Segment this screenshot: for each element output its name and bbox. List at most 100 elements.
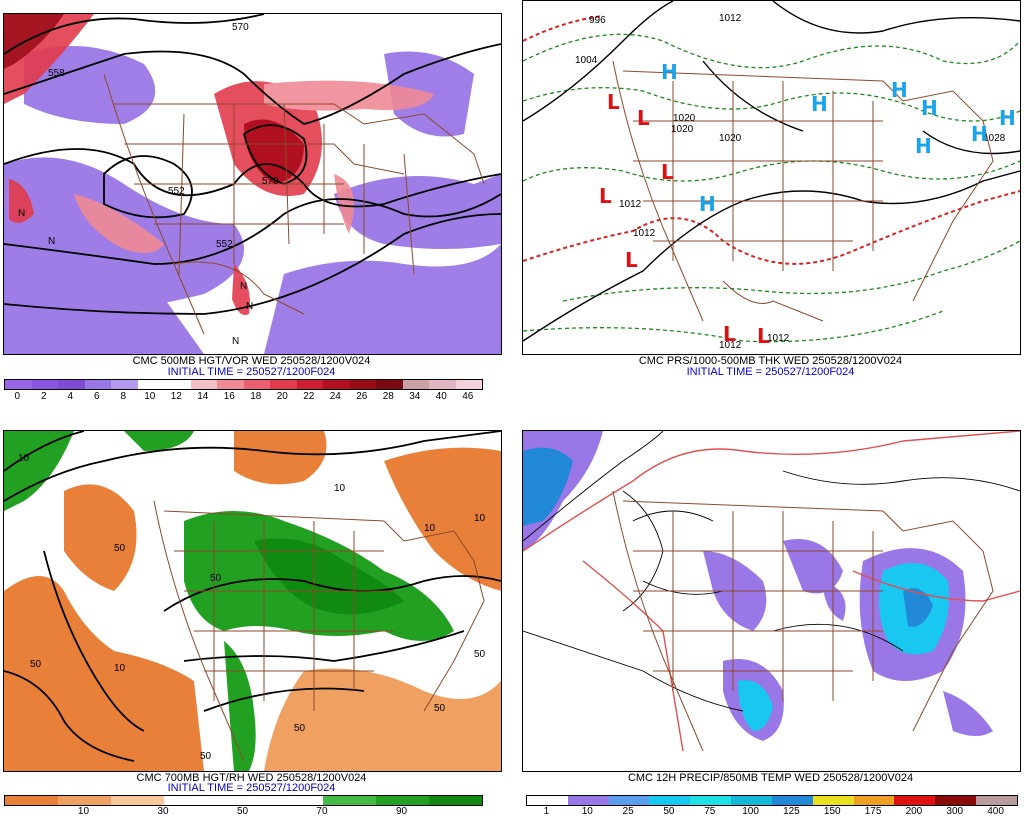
legend-swatch bbox=[84, 380, 111, 389]
legend-tick: 18 bbox=[250, 391, 262, 402]
svg-text:1028: 1028 bbox=[983, 133, 1006, 144]
legend-swatch bbox=[376, 796, 429, 805]
legend-swatch bbox=[58, 380, 85, 389]
precip-map bbox=[522, 430, 1021, 772]
rh-map: 10 50 50 10 50 10 50 10 50 50 50 10 bbox=[3, 430, 502, 772]
height-contours bbox=[4, 14, 501, 315]
svg-text:50: 50 bbox=[30, 659, 42, 670]
thickness-lines bbox=[523, 33, 1020, 343]
legend-tick: 300 bbox=[946, 806, 964, 817]
svg-text:1012: 1012 bbox=[719, 340, 742, 351]
legend-tick: 28 bbox=[382, 391, 394, 402]
legend-tick: 26 bbox=[356, 391, 368, 402]
high-pressure-marker: H bbox=[699, 192, 716, 216]
legend-swatch bbox=[190, 380, 217, 389]
rh-labels: 10 50 50 10 50 10 50 10 50 50 50 10 bbox=[18, 453, 486, 762]
legend-swatch bbox=[429, 380, 456, 389]
contour-labels: 570 558 552 552 570 bbox=[48, 22, 279, 250]
legend-tick: 70 bbox=[316, 806, 328, 817]
panel-init-time: INITIAL TIME = 250527/1200F024 bbox=[167, 782, 336, 794]
panel-init-time: INITIAL TIME = 250527/1200F024 bbox=[167, 366, 336, 378]
low-pressure-marker: L bbox=[637, 106, 650, 130]
svg-text:N: N bbox=[246, 301, 253, 312]
legend-swatch bbox=[976, 796, 1017, 805]
svg-text:1012: 1012 bbox=[619, 199, 642, 210]
low-pressure-marker: L bbox=[757, 324, 770, 348]
legend-tick: 40 bbox=[435, 391, 447, 402]
legend-tick: 150 bbox=[823, 806, 841, 817]
legend-tick: 0 bbox=[14, 391, 21, 402]
legend-swatch bbox=[935, 796, 977, 805]
legend-swatch bbox=[455, 380, 482, 389]
legend-tick: 6 bbox=[93, 391, 100, 402]
high-pressure-marker: H bbox=[661, 60, 678, 84]
map-boundaries bbox=[612, 60, 994, 322]
high-centers: H H H H H H H H bbox=[661, 60, 1016, 216]
low-pressure-marker: L bbox=[661, 160, 674, 184]
legend-swatch bbox=[812, 796, 854, 805]
legend-swatch bbox=[323, 796, 376, 805]
legend-ticks: 0 2 4 6 8 10 12 14 16 18 20 22 24 26 28 34 40 46 bbox=[4, 391, 481, 403]
high-pressure-marker: H bbox=[921, 96, 938, 120]
svg-text:50: 50 bbox=[200, 751, 212, 762]
color-legend bbox=[4, 795, 483, 806]
legend-swatch bbox=[608, 796, 650, 805]
legend-swatch bbox=[296, 380, 323, 389]
color-legend bbox=[4, 379, 483, 390]
legend-tick: 14 bbox=[197, 391, 209, 402]
panel-title: CMC PRS/1000-500MB THK WED 250528/1200V0… bbox=[638, 355, 903, 367]
contour-label: 552 bbox=[216, 239, 233, 250]
vorticity-markers: N N N N N bbox=[18, 208, 253, 347]
legend-tick: 4 bbox=[67, 391, 74, 402]
contour-label: 570 bbox=[232, 22, 249, 33]
legend-swatch bbox=[5, 796, 58, 805]
high-pressure-marker: H bbox=[811, 92, 828, 116]
low-pressure-marker: L bbox=[723, 322, 736, 346]
legend-swatch bbox=[111, 380, 138, 389]
svg-text:10: 10 bbox=[474, 513, 486, 524]
map-boundaries bbox=[612, 490, 994, 752]
svg-text:50: 50 bbox=[294, 723, 306, 734]
legend-tick: 2 bbox=[40, 391, 47, 402]
high-pressure-marker: H bbox=[915, 134, 932, 158]
legend-swatch bbox=[894, 796, 936, 805]
svg-text:50: 50 bbox=[474, 649, 486, 660]
legend-swatch bbox=[567, 796, 609, 805]
legend-tick: 125 bbox=[783, 806, 800, 817]
legend-tick: 90 bbox=[395, 806, 408, 817]
legend-swatch bbox=[527, 796, 568, 805]
low-pressure-marker: L bbox=[599, 184, 612, 208]
panel-init-time: INITIAL TIME = 250527/1200F024 bbox=[686, 366, 855, 378]
high-pressure-marker: H bbox=[891, 78, 908, 102]
svg-text:N: N bbox=[240, 281, 247, 292]
svg-text:10: 10 bbox=[334, 483, 346, 494]
legend-swatch bbox=[164, 796, 217, 805]
contour-label: 558 bbox=[48, 68, 65, 79]
legend-ticks: 1 10 25 50 75 100 125 150 175 200 300 400 bbox=[526, 806, 1016, 818]
isobar-labels: 996 1012 1004 1020 1020 1020 1012 1028 1… bbox=[575, 13, 1006, 351]
legend-tick: 10 bbox=[144, 391, 156, 402]
legend-tick: 30 bbox=[157, 806, 169, 817]
svg-text:1012: 1012 bbox=[633, 228, 656, 239]
legend-tick: 22 bbox=[303, 391, 315, 402]
legend-tick: 10 bbox=[77, 806, 90, 817]
svg-text:N: N bbox=[18, 208, 25, 219]
legend-swatch bbox=[731, 796, 772, 805]
vorticity-map: 570 558 552 552 570 N N N N N bbox=[3, 13, 502, 355]
svg-text:N: N bbox=[48, 236, 55, 247]
legend-tick: 16 bbox=[223, 391, 235, 402]
legend-tick: 34 bbox=[409, 391, 421, 402]
panel-title: CMC 500MB HGT/VOR WED 250528/1200V024 bbox=[132, 355, 371, 367]
legend-swatch bbox=[111, 796, 164, 805]
legend-swatch bbox=[164, 380, 191, 389]
height-contours bbox=[4, 431, 501, 762]
svg-text:1004: 1004 bbox=[575, 55, 598, 66]
contour-label: 570 bbox=[262, 176, 279, 187]
legend-swatch bbox=[402, 380, 429, 389]
legend-swatch bbox=[853, 796, 895, 805]
panel-title: CMC 700MB HGT/RH WED 250528/1200V024 bbox=[136, 772, 367, 784]
panel-title: CMC 12H PRECIP/850MB TEMP WED 250528/120… bbox=[627, 772, 914, 784]
legend-swatch bbox=[58, 796, 111, 805]
isobars bbox=[523, 1, 1020, 342]
legend-swatch bbox=[137, 380, 164, 389]
